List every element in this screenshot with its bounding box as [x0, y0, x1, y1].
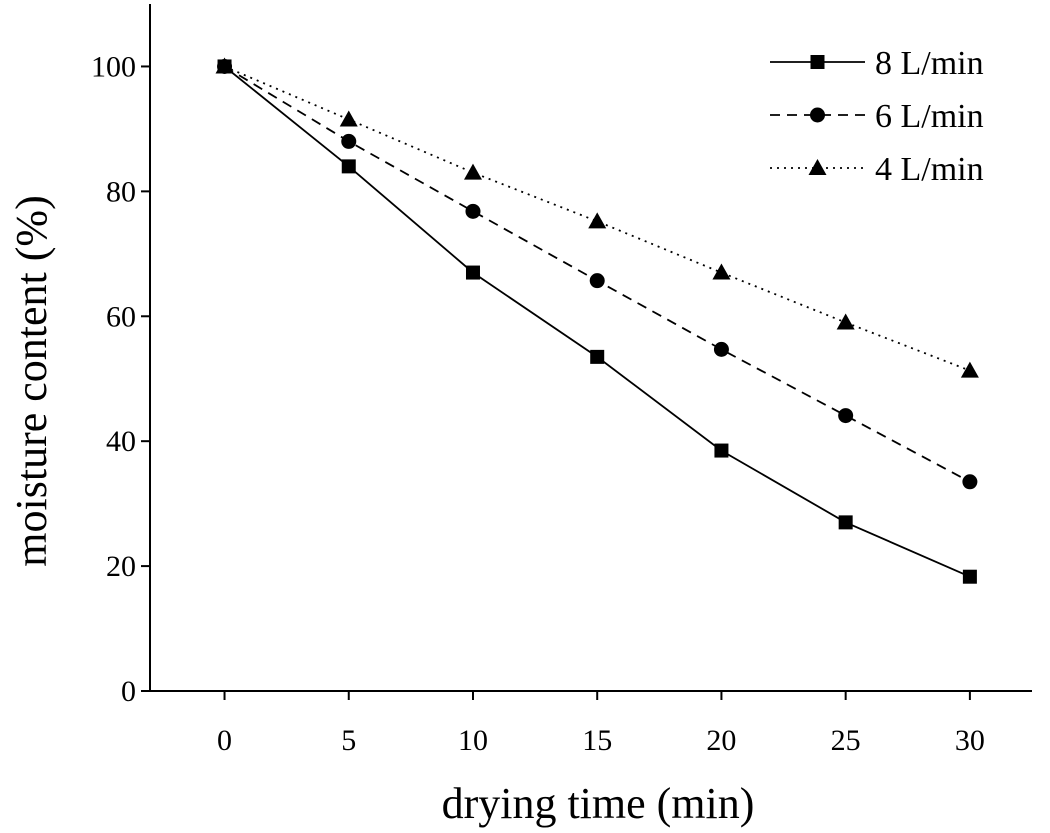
- x-axis-ticks: 0 5 10 15 20 25 30: [217, 691, 985, 757]
- data-point-8-l-min: [714, 443, 729, 458]
- y-axis-title: moisture content (%): [7, 195, 56, 566]
- data-point-6-l-min: [713, 341, 729, 357]
- x-tick-label: 10: [458, 724, 488, 757]
- data-point-4-l-min: [463, 163, 482, 180]
- series-line-8-l-min: [223, 65, 971, 578]
- legend-label-6-l-min: 6 L/min: [875, 98, 984, 135]
- data-point-6-l-min: [589, 273, 605, 289]
- legend-marker-6-l-min: [810, 107, 825, 123]
- x-tick-label: 30: [955, 724, 985, 757]
- data-point-8-l-min: [838, 515, 853, 530]
- axes: [149, 4, 1032, 692]
- data-point-6-l-min: [838, 408, 854, 424]
- legend-label-4-l-min: 4 L/min: [875, 151, 984, 188]
- y-tick-label: 100: [91, 50, 136, 83]
- data-point-6-l-min: [962, 474, 978, 490]
- y-tick-label: 80: [106, 175, 136, 208]
- data-point-4-l-min: [836, 313, 855, 330]
- x-tick-label: 15: [582, 724, 612, 757]
- data-point-4-l-min: [215, 57, 234, 74]
- data-point-8-l-min: [465, 265, 480, 280]
- y-tick-label: 20: [106, 550, 136, 583]
- y-tick-label: 40: [106, 425, 136, 458]
- series-layer: [215, 57, 979, 584]
- data-point-8-l-min: [590, 349, 605, 364]
- x-tick-label: 20: [706, 724, 736, 757]
- x-tick-label: 25: [831, 724, 861, 757]
- data-point-6-l-min: [341, 133, 357, 149]
- legend-label-8-l-min: 8 L/min: [875, 45, 984, 82]
- series-6-l-min: [217, 58, 978, 490]
- series-8-l-min: [217, 59, 977, 584]
- data-point-8-l-min: [962, 569, 977, 584]
- data-point-4-l-min: [339, 110, 358, 127]
- series-4-l-min: [215, 57, 979, 378]
- x-tick-label: 5: [341, 724, 356, 757]
- x-axis-title: drying time (min): [442, 779, 755, 828]
- x-tick-label: 0: [217, 724, 232, 757]
- data-point-8-l-min: [341, 159, 356, 174]
- legend-marker-8-l-min: [810, 55, 825, 69]
- y-tick-label: 60: [106, 300, 136, 333]
- data-point-4-l-min: [960, 361, 979, 378]
- data-point-4-l-min: [712, 263, 731, 280]
- legend-marker-4-l-min: [808, 159, 827, 175]
- data-point-6-l-min: [465, 203, 481, 219]
- y-axis-ticks: 0 20 40 60 80 100: [91, 50, 150, 708]
- y-tick-label: 0: [121, 675, 136, 708]
- legend: 8 L/min 6 L/min 4 L/min: [770, 45, 984, 188]
- data-point-4-l-min: [588, 212, 607, 229]
